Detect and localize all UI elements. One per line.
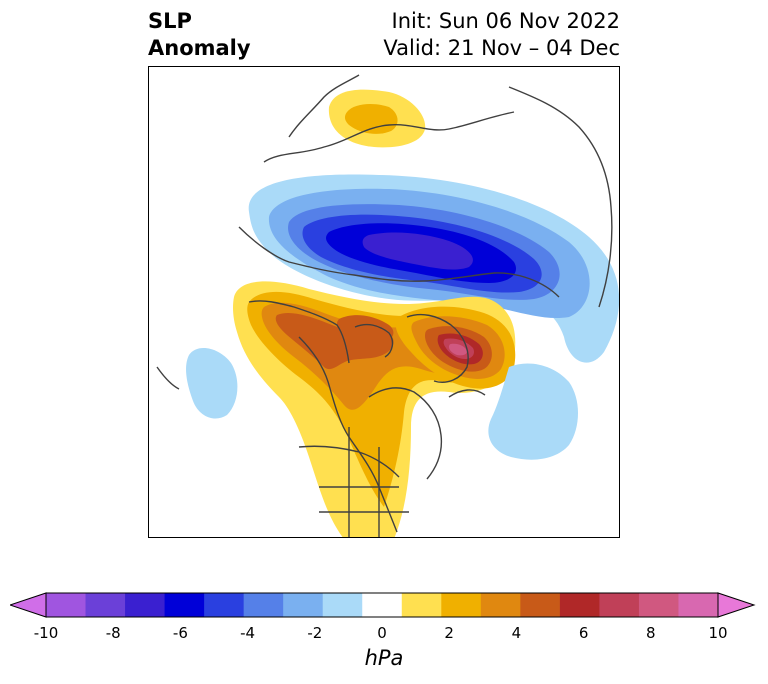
colorbar-cell bbox=[322, 593, 363, 617]
date-info: Init: Sun 06 Nov 2022 Valid: 21 Nov – 04… bbox=[383, 8, 620, 62]
colorbar-tick-label: 4 bbox=[511, 624, 522, 642]
colorbar-tick-label: -6 bbox=[172, 624, 188, 642]
colorbar-outline bbox=[45, 592, 719, 618]
colorbar-cell bbox=[283, 593, 324, 617]
colorbar-cell bbox=[638, 593, 679, 617]
colorbar-cell bbox=[401, 593, 442, 617]
title-line-1: SLP bbox=[148, 9, 192, 33]
valid-label: Valid: 21 Nov – 04 Dec bbox=[383, 36, 620, 60]
slp-anomaly-map bbox=[156, 74, 619, 537]
colorbar-cell bbox=[599, 593, 640, 617]
colorbar-unit-label: hPa bbox=[364, 646, 404, 670]
colorbar-cell bbox=[164, 593, 205, 617]
colorbar-cell bbox=[678, 593, 719, 617]
colorbar-cell bbox=[441, 593, 482, 617]
colorbar-cell bbox=[125, 593, 166, 617]
colorbar-cell bbox=[85, 593, 126, 617]
coastlines bbox=[156, 74, 613, 537]
colorbar-cell bbox=[520, 593, 561, 617]
colorbar-extend-right bbox=[717, 592, 756, 618]
colorbar-cell bbox=[204, 593, 245, 617]
negative-anomaly-patches bbox=[186, 348, 578, 460]
colorbar-tick-label: 6 bbox=[578, 624, 589, 642]
colorbar-cell bbox=[480, 593, 521, 617]
colorbar-tick-label: -4 bbox=[240, 624, 256, 642]
positive-anomaly-north bbox=[328, 89, 426, 148]
colorbar-cell bbox=[559, 593, 600, 617]
colorbar-tick-label: 8 bbox=[646, 624, 656, 642]
colorbar-extend-left bbox=[10, 592, 47, 618]
colorbar-cell bbox=[46, 593, 87, 617]
negative-anomaly-arctic bbox=[248, 174, 619, 363]
colorbar-tick-label: -2 bbox=[307, 624, 323, 642]
colorbar-tick-label: -10 bbox=[33, 624, 59, 642]
colorbar-cell bbox=[243, 593, 284, 617]
init-label: Init: Sun 06 Nov 2022 bbox=[391, 9, 620, 33]
map-panel bbox=[148, 66, 620, 538]
title-line-2: Anomaly bbox=[148, 36, 251, 60]
colorbar-tick-label: 2 bbox=[444, 624, 454, 642]
colorbar-tick-label: 10 bbox=[708, 624, 728, 642]
chart-title: SLP Anomaly bbox=[148, 8, 251, 62]
colorbar-tick-label: 0 bbox=[377, 624, 387, 642]
colorbar-tick-label: -8 bbox=[105, 624, 121, 642]
colorbar bbox=[10, 592, 756, 618]
positive-anomaly-greenland bbox=[395, 306, 516, 389]
colorbar-cell bbox=[362, 593, 403, 617]
